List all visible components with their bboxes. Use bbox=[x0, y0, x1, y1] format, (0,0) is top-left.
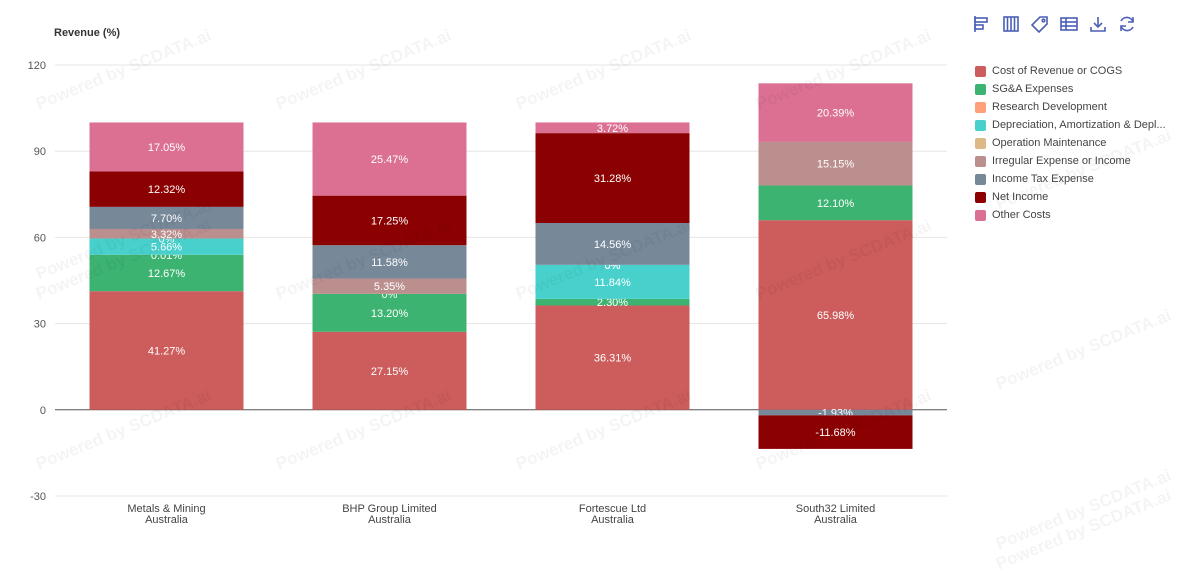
tag-icon[interactable] bbox=[1030, 14, 1049, 33]
legend-label: Other Costs bbox=[992, 209, 1051, 221]
legend-swatch bbox=[975, 120, 986, 131]
legend-item[interactable]: Other Costs bbox=[975, 206, 1166, 224]
legend-swatch bbox=[975, 174, 986, 185]
data-label: 3.32% bbox=[151, 229, 182, 241]
legend-item[interactable]: Depreciation, Amortization & Depl... bbox=[975, 116, 1166, 134]
data-label: 31.28% bbox=[594, 173, 632, 185]
data-label: 36.31% bbox=[594, 353, 632, 365]
legend-item[interactable]: Net Income bbox=[975, 188, 1166, 206]
y-tick-label: -30 bbox=[30, 491, 46, 503]
legend-swatch bbox=[975, 138, 986, 149]
data-label: 2.30% bbox=[597, 297, 628, 309]
data-label: 15.15% bbox=[817, 159, 855, 171]
x-tick-label: Australia bbox=[145, 514, 189, 526]
data-label: 14.56% bbox=[594, 239, 632, 251]
legend-item[interactable]: Irregular Expense or Income bbox=[975, 152, 1166, 170]
data-label: 11.84% bbox=[594, 277, 631, 289]
y-tick-label: 30 bbox=[34, 319, 46, 331]
data-label: 5.35% bbox=[374, 281, 405, 293]
data-label: 12.67% bbox=[148, 268, 186, 280]
data-label: 11.58% bbox=[371, 257, 408, 269]
legend-label: Operation Maintenance bbox=[992, 137, 1106, 149]
data-label: 3.72% bbox=[597, 123, 628, 135]
legend-swatch bbox=[975, 210, 986, 221]
y-tick-label: 90 bbox=[34, 146, 46, 158]
legend-swatch bbox=[975, 66, 986, 77]
y-tick-label: 0 bbox=[40, 405, 46, 417]
data-label: 13.20% bbox=[371, 308, 409, 320]
x-tick-label: Australia bbox=[368, 514, 412, 526]
legend-item[interactable]: Research Development bbox=[975, 98, 1166, 116]
data-label: -11.68% bbox=[815, 427, 855, 439]
data-label: 12.32% bbox=[148, 184, 186, 196]
chart-toolbar bbox=[972, 14, 1136, 33]
download-icon[interactable] bbox=[1088, 14, 1107, 33]
y-tick-label: 60 bbox=[34, 232, 46, 244]
data-label: 12.10% bbox=[817, 198, 855, 210]
horizontal-bar-icon[interactable] bbox=[972, 14, 991, 33]
data-label: 17.25% bbox=[371, 215, 409, 227]
legend-label: Cost of Revenue or COGS bbox=[992, 65, 1122, 77]
y-tick-label: 120 bbox=[28, 60, 46, 72]
legend-item[interactable]: Cost of Revenue or COGS bbox=[975, 62, 1166, 80]
legend-item[interactable]: Operation Maintenance bbox=[975, 134, 1166, 152]
legend-label: Net Income bbox=[992, 191, 1048, 203]
data-label: 25.47% bbox=[371, 154, 409, 166]
data-label: 17.05% bbox=[148, 142, 186, 154]
data-label: 41.27% bbox=[148, 346, 186, 358]
legend-item[interactable]: Income Tax Expense bbox=[975, 170, 1166, 188]
legend-label: SG&A Expenses bbox=[992, 83, 1073, 95]
x-tick-label: Australia bbox=[814, 514, 858, 526]
legend-swatch bbox=[975, 102, 986, 113]
legend-label: Depreciation, Amortization & Depl... bbox=[992, 119, 1166, 131]
data-label: 27.15% bbox=[371, 366, 409, 378]
refresh-icon[interactable] bbox=[1117, 14, 1136, 33]
x-tick-label: Australia bbox=[591, 514, 635, 526]
data-label: 7.70% bbox=[151, 213, 182, 225]
data-label: 65.98% bbox=[817, 310, 855, 322]
legend-label: Income Tax Expense bbox=[992, 173, 1094, 185]
chart-legend: Cost of Revenue or COGS SG&A Expenses Rese… bbox=[975, 62, 1166, 224]
legend-swatch bbox=[975, 192, 986, 203]
legend-swatch bbox=[975, 156, 986, 167]
legend-swatch bbox=[975, 84, 986, 95]
vertical-bar-icon[interactable] bbox=[1001, 14, 1020, 33]
table-icon[interactable] bbox=[1059, 14, 1078, 33]
legend-label: Irregular Expense or Income bbox=[992, 155, 1131, 167]
data-label: 20.39% bbox=[817, 108, 855, 120]
legend-label: Research Development bbox=[992, 101, 1107, 113]
legend-item[interactable]: SG&A Expenses bbox=[975, 80, 1166, 98]
